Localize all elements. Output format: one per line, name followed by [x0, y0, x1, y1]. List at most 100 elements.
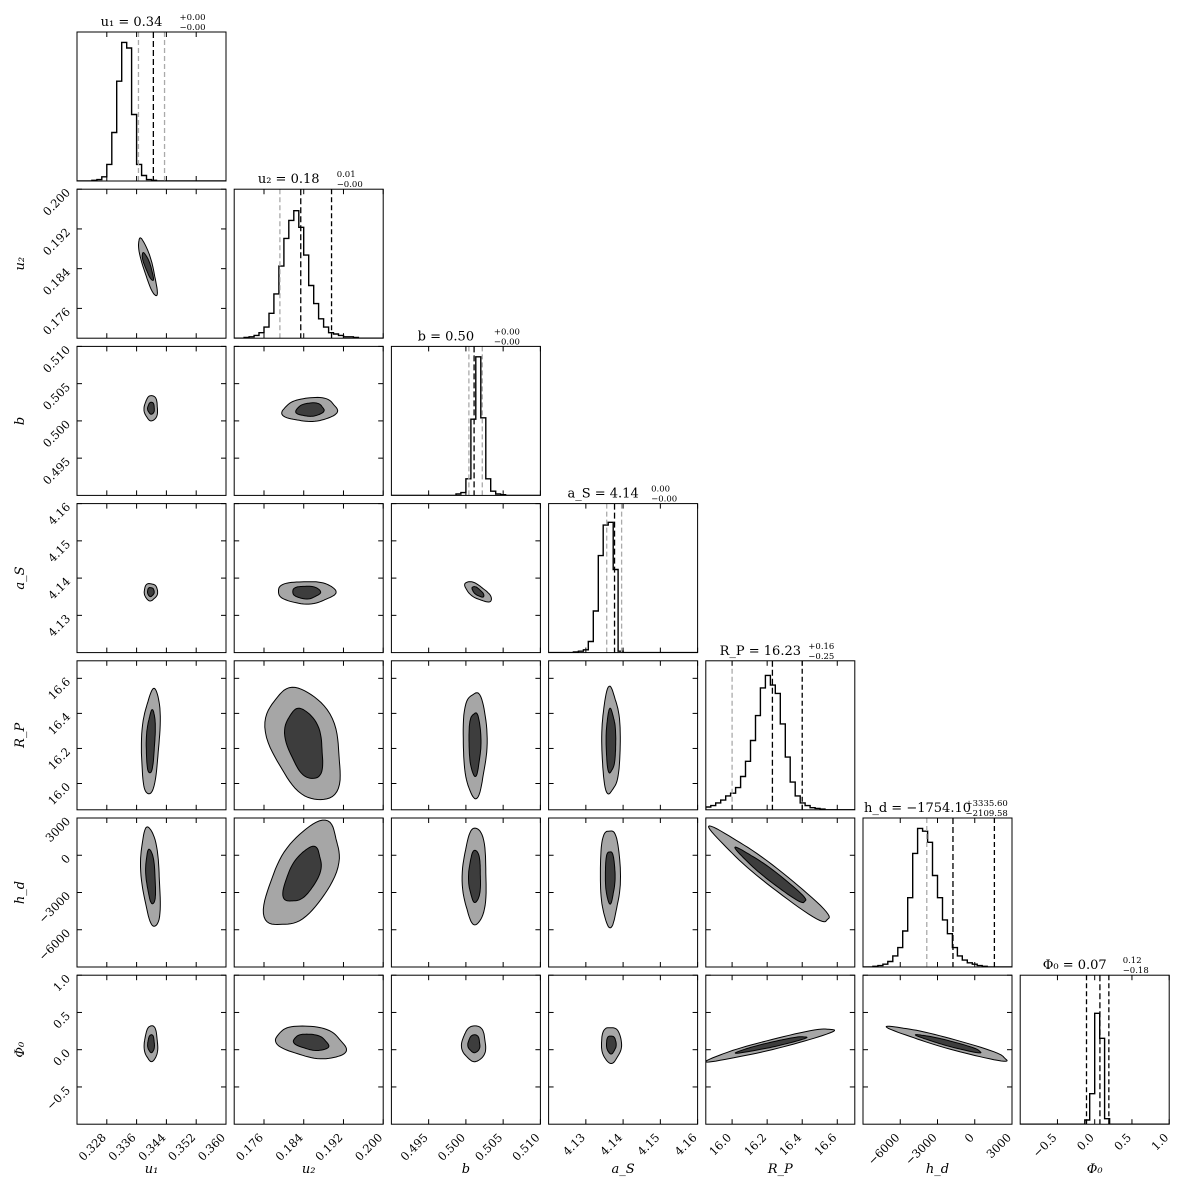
panel-content — [885, 1025, 1008, 1062]
title-upper-error: 0.12 — [1123, 956, 1142, 966]
panel-content — [464, 581, 492, 603]
histogram-u2 — [234, 210, 384, 339]
panel-content — [264, 686, 341, 801]
y-tick-label-hd: −3000 — [36, 889, 73, 926]
scatter-panel-RP-hd — [705, 817, 856, 968]
panel-content — [274, 1025, 348, 1060]
x-tick-label-RP: 16.0 — [706, 1130, 734, 1158]
panel-content — [601, 1027, 623, 1065]
x-axis-label-Phi0: Φ₀ — [1087, 1162, 1104, 1177]
y-tick-label-b: 0.500 — [40, 417, 73, 450]
title-upper-error: 0.01 — [337, 170, 356, 180]
contour-inner — [606, 1035, 617, 1055]
y-tick-label-u2: 0.184 — [40, 265, 73, 298]
scatter-panel-b-aS — [390, 503, 541, 654]
panel-title-b: b = 0.50 — [418, 329, 474, 344]
panel-content — [708, 825, 830, 923]
panel-title-Phi0: Φ₀ = 0.07 — [1043, 958, 1107, 973]
title-lower-error: −0.00 — [337, 180, 363, 190]
panel-content — [460, 1025, 487, 1063]
x-tick-label-u2: 0.176 — [233, 1130, 266, 1163]
y-axis-label-Phi0: Φ₀ — [13, 1041, 28, 1058]
scatter-panel-u1-b: 0.495 0.500 0.505 0.510 b — [13, 343, 227, 496]
scatter-panel-u2-Phi0: 0.176 0.184 0.192 0.200 u₂ — [233, 974, 385, 1177]
contour-inner — [147, 1034, 156, 1054]
scatter-panel-u1-u2: 0.176 0.184 0.192 0.200 u₂ — [13, 185, 227, 339]
x-tick-label-hd: 0 — [962, 1130, 977, 1145]
histogram-Phi0 — [1020, 1012, 1170, 1125]
y-tick-label-b: 0.495 — [40, 454, 73, 487]
y-tick-label-u2: 0.192 — [40, 225, 73, 258]
panel-content — [391, 346, 541, 496]
x-tick-label-u1: 0.352 — [165, 1130, 198, 1163]
scatter-panel-aS-Phi0: 4.13 4.14 4.15 4.16 a_S — [548, 974, 700, 1177]
contour-inner — [145, 709, 156, 774]
contour-inner — [292, 1033, 330, 1051]
title-lower-error: −0.00 — [180, 23, 206, 33]
panel-frame — [548, 817, 699, 968]
x-tick-label-u1: 0.360 — [195, 1130, 228, 1163]
panel-frame — [233, 660, 384, 811]
panel-content — [140, 826, 161, 927]
panel-title-RP: R_P = 16.23 — [720, 644, 801, 659]
x-tick-label-aS: 4.14 — [597, 1130, 625, 1158]
x-tick-label-aS: 4.15 — [634, 1130, 662, 1158]
panel-frame — [862, 974, 1013, 1125]
title-upper-error: 0.00 — [651, 485, 670, 495]
contour-inner — [282, 845, 322, 902]
x-tick-label-Phi0: 1.0 — [1148, 1130, 1171, 1153]
y-tick-label-hd: 0 — [58, 851, 73, 866]
histogram-RP — [705, 674, 855, 810]
x-tick-label-RP: 16.4 — [776, 1130, 804, 1158]
panel-frame — [233, 188, 384, 339]
title-upper-error: +3335.60 — [966, 799, 1008, 809]
scatter-panel-aS-hd — [548, 817, 699, 968]
contour-inner — [914, 1034, 982, 1054]
panel-content — [262, 819, 340, 926]
title-lower-error: −0.00 — [494, 337, 520, 347]
x-tick-label-aS: 4.16 — [672, 1130, 700, 1158]
scatter-panel-u2-b — [233, 345, 384, 496]
x-tick-label-b: 0.505 — [472, 1130, 505, 1163]
histogram-u1 — [77, 41, 226, 181]
contour-inner — [467, 1034, 481, 1054]
panel-frame — [390, 503, 541, 654]
y-axis-label-b: b — [13, 417, 28, 425]
x-tick-label-Phi0: 0.5 — [1111, 1130, 1134, 1153]
y-tick-label-b: 0.505 — [40, 380, 73, 413]
panel-frame — [233, 503, 384, 654]
y-axis-label-aS: a_S — [13, 566, 28, 589]
panel-content — [140, 687, 161, 795]
scatter-panel-aS-RP — [548, 660, 699, 811]
contour-inner — [147, 401, 155, 415]
y-tick-label-RP: 16.2 — [45, 745, 73, 773]
y-tick-label-b: 0.510 — [40, 343, 73, 376]
x-tick-label-b: 0.495 — [398, 1130, 431, 1163]
title-lower-error: −0.00 — [651, 495, 677, 505]
panel-frame — [705, 660, 856, 811]
panel-frame — [548, 974, 699, 1125]
contour-inner — [283, 707, 324, 779]
panel-content — [143, 395, 158, 422]
x-tick-label-hd: 3000 — [984, 1130, 1015, 1161]
contour-inner — [141, 251, 155, 281]
panel-content — [281, 396, 339, 422]
x-tick-label-u2: 0.192 — [312, 1130, 345, 1163]
title-upper-error: +0.00 — [494, 327, 520, 337]
x-axis-label-hd: h_d — [926, 1162, 949, 1177]
title-lower-error: −0.18 — [1123, 966, 1149, 976]
histogram-hd — [863, 827, 1012, 967]
y-tick-label-aS: 4.15 — [45, 537, 73, 565]
panel-content — [278, 581, 337, 605]
y-tick-label-Phi0: 0.0 — [50, 1046, 73, 1069]
panel-content — [705, 660, 855, 810]
title-upper-error: +0.00 — [180, 13, 206, 23]
hist-panel-u2: u₂ = 0.18 0.01−0.00 — [233, 170, 384, 339]
panel-frame — [548, 660, 699, 811]
scatter-panel-b-hd — [390, 817, 541, 968]
contour-inner — [468, 849, 481, 904]
panel-frame — [548, 503, 699, 654]
x-tick-label-b: 0.510 — [509, 1130, 542, 1163]
